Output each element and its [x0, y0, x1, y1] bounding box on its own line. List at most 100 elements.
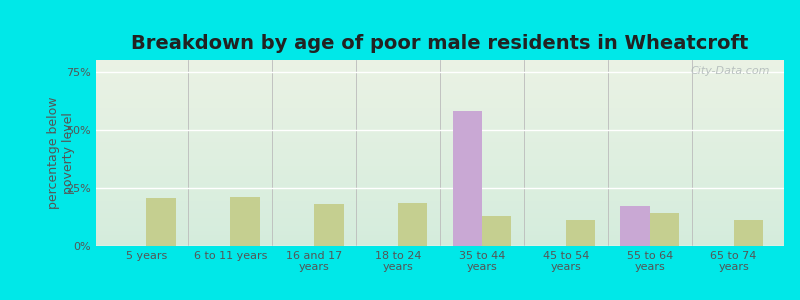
Bar: [96, 196, 784, 198]
Bar: [314, 204, 343, 246]
Bar: [96, 149, 784, 151]
Bar: [96, 94, 784, 95]
Bar: [620, 206, 650, 246]
Bar: [96, 103, 784, 105]
Bar: [96, 235, 784, 237]
Bar: [96, 73, 784, 75]
Title: Breakdown by age of poor male residents in Wheatcroft: Breakdown by age of poor male residents …: [131, 34, 749, 53]
Bar: [96, 192, 784, 194]
Bar: [96, 168, 784, 170]
Bar: [96, 146, 784, 147]
Bar: [96, 112, 784, 114]
Bar: [96, 184, 784, 187]
Bar: [96, 140, 784, 142]
Bar: [96, 238, 784, 240]
Bar: [96, 62, 784, 64]
Bar: [96, 157, 784, 159]
Bar: [96, 166, 784, 168]
Bar: [96, 164, 784, 166]
Bar: [96, 211, 784, 212]
Bar: [96, 84, 784, 86]
Bar: [96, 188, 784, 190]
Bar: [96, 173, 784, 175]
Bar: [96, 66, 784, 68]
Bar: [96, 147, 784, 149]
Bar: [96, 172, 784, 173]
Bar: [96, 207, 784, 209]
Bar: [96, 194, 784, 196]
Bar: [96, 220, 784, 222]
Bar: [96, 200, 784, 201]
Bar: [96, 231, 784, 233]
Bar: [96, 222, 784, 224]
Bar: [96, 71, 784, 73]
Bar: [96, 214, 784, 216]
Bar: [96, 233, 784, 235]
Bar: [96, 237, 784, 239]
Bar: [96, 88, 784, 90]
Bar: [96, 170, 784, 172]
Bar: [96, 68, 784, 69]
Bar: [96, 229, 784, 231]
Bar: [96, 138, 784, 140]
Bar: [96, 162, 784, 164]
Bar: [96, 86, 784, 88]
Bar: [96, 226, 784, 227]
Bar: [96, 142, 784, 144]
Bar: [650, 214, 679, 246]
Bar: [453, 111, 482, 246]
Bar: [96, 187, 784, 188]
Bar: [96, 69, 784, 71]
Bar: [96, 82, 784, 84]
Bar: [566, 220, 595, 246]
Bar: [96, 175, 784, 177]
Bar: [96, 101, 784, 103]
Bar: [96, 125, 784, 127]
Bar: [96, 136, 784, 138]
Bar: [96, 242, 784, 244]
Bar: [96, 134, 784, 136]
Bar: [482, 216, 511, 246]
Bar: [96, 108, 784, 110]
Bar: [96, 203, 784, 205]
Bar: [96, 133, 784, 134]
Bar: [96, 244, 784, 246]
Bar: [96, 80, 784, 82]
Bar: [96, 90, 784, 92]
Bar: [96, 181, 784, 183]
Bar: [96, 224, 784, 226]
Bar: [96, 123, 784, 125]
Text: City-Data.com: City-Data.com: [690, 66, 770, 76]
Bar: [96, 183, 784, 184]
Bar: [96, 201, 784, 203]
Bar: [96, 127, 784, 129]
Bar: [398, 203, 427, 246]
Bar: [96, 110, 784, 112]
Bar: [96, 75, 784, 77]
Bar: [96, 119, 784, 122]
Bar: [96, 118, 784, 119]
Bar: [96, 198, 784, 200]
Bar: [96, 159, 784, 161]
Bar: [96, 153, 784, 155]
Bar: [96, 227, 784, 229]
Bar: [146, 198, 176, 246]
Bar: [96, 205, 784, 207]
Bar: [96, 64, 784, 66]
Bar: [96, 131, 784, 133]
Bar: [230, 197, 260, 246]
Bar: [96, 105, 784, 106]
Bar: [96, 106, 784, 108]
Bar: [96, 95, 784, 97]
Bar: [734, 220, 763, 246]
Bar: [96, 160, 784, 162]
Bar: [96, 60, 784, 62]
Bar: [96, 212, 784, 214]
Bar: [96, 77, 784, 79]
Bar: [96, 218, 784, 220]
Bar: [96, 79, 784, 80]
Bar: [96, 179, 784, 181]
Bar: [96, 209, 784, 211]
Bar: [96, 97, 784, 99]
Bar: [96, 190, 784, 192]
